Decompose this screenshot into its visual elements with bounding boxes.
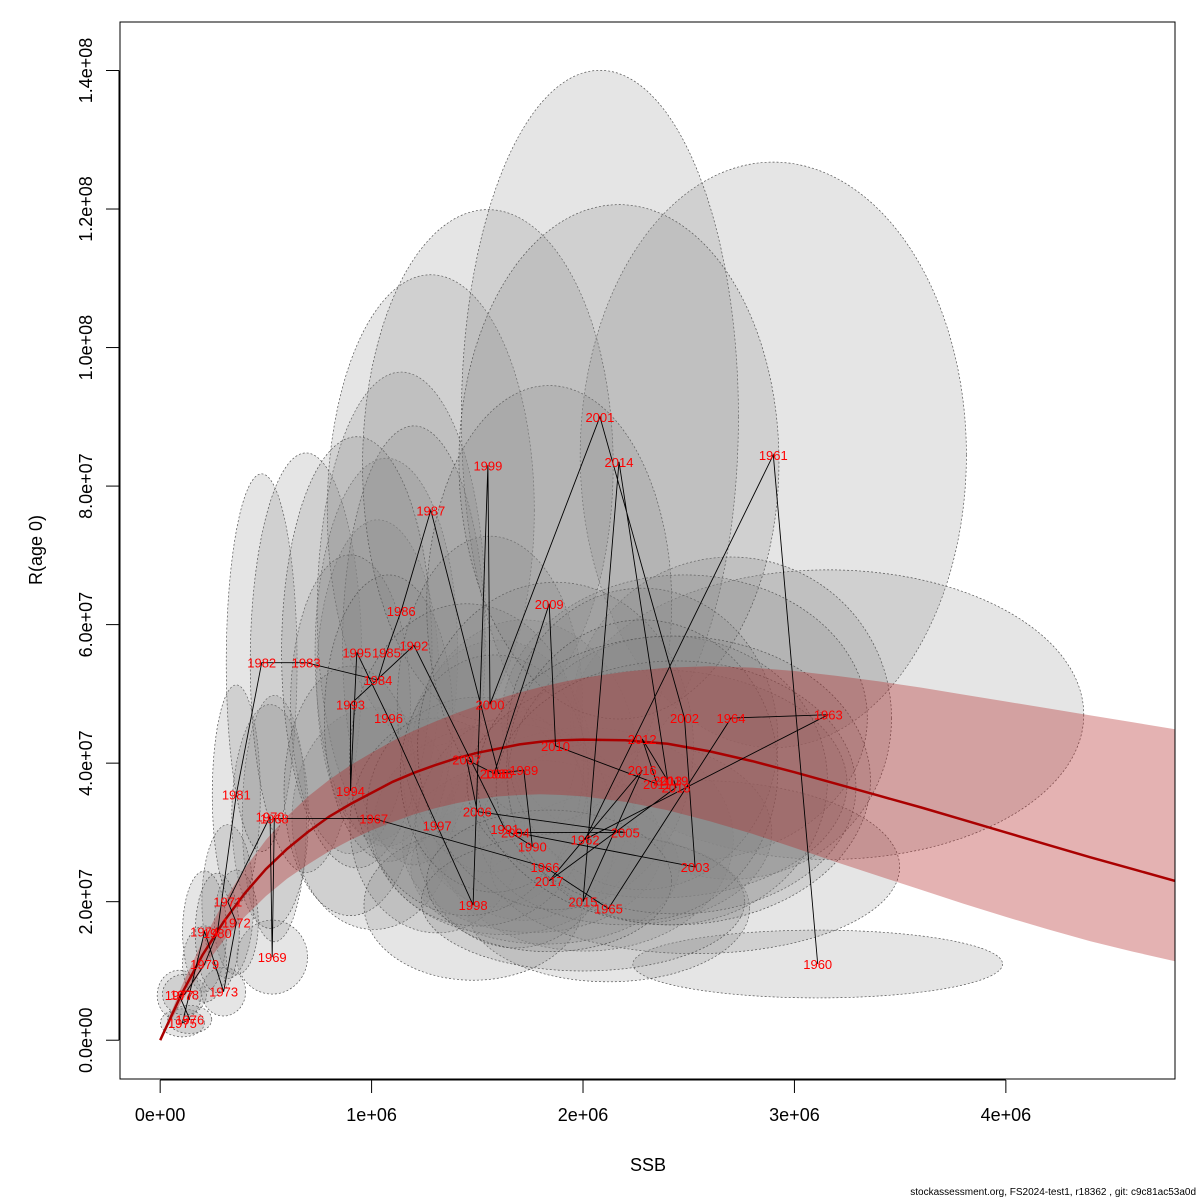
- year-label-1982: 1982: [247, 656, 276, 671]
- year-label-2015: 2015: [569, 895, 598, 910]
- y-tick-label: 6.0e+07: [76, 592, 96, 658]
- year-label-1995: 1995: [342, 645, 371, 660]
- year-label-1960: 1960: [803, 957, 832, 972]
- year-label-1970: 1970: [256, 810, 285, 825]
- year-label-1990: 1990: [518, 839, 547, 854]
- x-axis-label: SSB: [630, 1155, 666, 1175]
- year-label-2013: 2013: [653, 774, 682, 789]
- year-label-1975: 1975: [168, 1016, 197, 1031]
- year-label-1987: 1987: [416, 503, 445, 518]
- year-label-1962: 1962: [571, 832, 600, 847]
- confidence-band: [160, 666, 1175, 1041]
- year-label-2001: 2001: [585, 410, 614, 425]
- year-label-2003: 2003: [681, 860, 710, 875]
- year-label-1980: 1980: [203, 926, 232, 941]
- year-label-1963: 1963: [814, 708, 843, 723]
- year-label-2016: 2016: [628, 763, 657, 778]
- year-label-2012: 2012: [628, 732, 657, 747]
- year-connecting-path: [178, 415, 829, 1024]
- fitted-curve-line: [159, 738, 1175, 1041]
- year-label-1971: 1971: [213, 895, 242, 910]
- year-label-1961: 1961: [759, 448, 788, 463]
- year-path-line: [178, 415, 829, 1024]
- year-label-2010: 2010: [541, 739, 570, 754]
- year-label-1999: 1999: [473, 458, 502, 473]
- year-label-1981: 1981: [222, 787, 251, 802]
- fitted-curve: [159, 738, 1175, 1041]
- year-label-1979: 1979: [190, 957, 219, 972]
- year-label-1973: 1973: [209, 985, 238, 1000]
- x-tick-label: 4e+06: [981, 1105, 1032, 1125]
- year-label-2000: 2000: [476, 697, 505, 712]
- x-axis: 0e+00 1e+06 2e+06 3e+06 4e+06: [135, 1079, 1032, 1125]
- year-label-2019: 2019: [659, 774, 688, 789]
- y-axis: 0.0e+00 2.0e+07 4.0e+07 6.0e+07 8.0e+07 1.0e+…: [76, 38, 120, 1073]
- year-label-1978: 1978: [170, 988, 199, 1003]
- y-tick-label: 1.4e+08: [76, 38, 96, 104]
- year-label-2018: 2018: [662, 780, 691, 795]
- year-label-1964: 1964: [717, 711, 746, 726]
- year-label-1966: 1966: [531, 860, 560, 875]
- year-label-1984: 1984: [363, 673, 392, 688]
- uncertainty-ellipse-2019: [477, 635, 871, 926]
- year-label-1986: 1986: [387, 604, 416, 619]
- year-label-2002: 2002: [670, 711, 699, 726]
- year-label-2017: 2017: [535, 874, 564, 889]
- year-labels: 1960 1961 1962 1963 1964 1965 1966 1967 1968 1969…: [165, 410, 843, 1031]
- year-label-2009: 2009: [535, 597, 564, 612]
- year-label-2005: 2005: [611, 825, 640, 840]
- uncertainty-ellipse-1960: [632, 929, 1003, 999]
- year-label-1992: 1992: [399, 638, 428, 653]
- year-label-1988: 1988: [484, 767, 513, 782]
- year-label-1998: 1998: [459, 898, 488, 913]
- year-label-1972: 1972: [222, 916, 251, 931]
- year-label-1967: 1967: [359, 812, 388, 827]
- x-tick-label: 0e+00: [135, 1105, 186, 1125]
- year-label-1983: 1983: [292, 656, 321, 671]
- year-label-2011: 2011: [643, 777, 671, 792]
- plot-frame: [119, 21, 1176, 1080]
- y-tick-label: 0.0e+00: [76, 1007, 96, 1073]
- year-label-2014: 2014: [605, 455, 634, 470]
- year-label-1989: 1989: [509, 763, 538, 778]
- x-tick-label: 3e+06: [769, 1105, 820, 1125]
- year-label-2004: 2004: [501, 825, 530, 840]
- y-tick-label: 4.0e+07: [76, 730, 96, 796]
- year-label-1993: 1993: [336, 697, 365, 712]
- year-label-1977: 1977: [165, 988, 194, 1003]
- year-label-1965: 1965: [594, 902, 623, 917]
- year-label-1969: 1969: [258, 950, 287, 965]
- year-label-1997: 1997: [423, 819, 452, 834]
- year-label-1976: 1976: [175, 1012, 204, 1027]
- y-tick-label: 2.0e+07: [76, 869, 96, 935]
- year-label-2008: 2008: [480, 767, 509, 782]
- year-label-1994: 1994: [336, 784, 365, 799]
- year-label-1974: 1974: [190, 925, 219, 940]
- x-tick-label: 1e+06: [346, 1105, 397, 1125]
- year-label-2006: 2006: [463, 805, 492, 820]
- y-axis-label: R(age 0): [26, 515, 46, 585]
- confidence-band-area: [160, 666, 1175, 1041]
- y-tick-label: 1.2e+08: [76, 176, 96, 242]
- year-label-1985: 1985: [372, 645, 401, 660]
- year-label-1968: 1968: [260, 812, 289, 827]
- y-tick-label: 8.0e+07: [76, 453, 96, 519]
- y-tick-label: 1.0e+08: [76, 315, 96, 381]
- year-label-1991: 1991: [490, 822, 519, 837]
- footer-note: stockassessment.org, FS2024-test1, r1836…: [910, 1187, 1196, 1198]
- year-label-2007: 2007: [452, 753, 481, 768]
- year-label-1996: 1996: [374, 711, 403, 726]
- x-tick-label: 2e+06: [558, 1105, 609, 1125]
